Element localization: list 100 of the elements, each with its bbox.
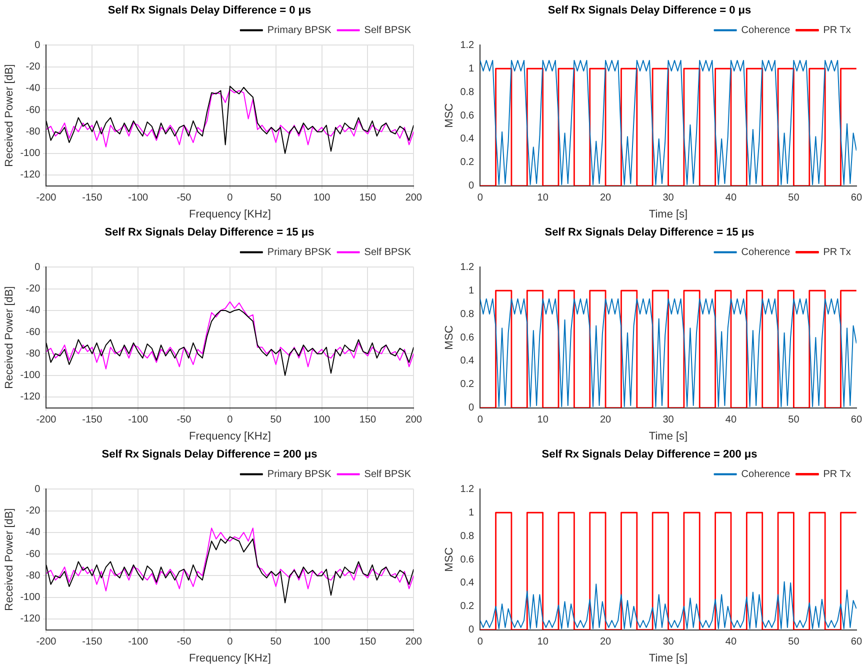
x-tick-label: 50	[270, 192, 282, 204]
y-tick-label: 0	[468, 624, 475, 636]
x-tick-label: 200	[405, 192, 422, 204]
x-axis-title: Frequency [KHz]	[188, 208, 271, 220]
y-tick-label: 0.2	[460, 379, 475, 390]
x-tick-label: 100	[313, 636, 331, 648]
y-tick-label: 1	[468, 63, 475, 74]
chart-title: Self Rx Signals Delay Difference = 15 μs	[104, 226, 314, 239]
x-tick-label: 200	[405, 636, 422, 648]
y-tick-label: -60	[26, 548, 41, 560]
x-tick-label: -200	[36, 414, 57, 426]
y-tick-label: 0.4	[460, 356, 475, 367]
x-tick-label: 50	[788, 636, 800, 648]
x-tick-label: 50	[788, 414, 800, 426]
x-tick-label: 60	[850, 414, 862, 426]
x-axis-title: Time [s]	[648, 430, 688, 442]
y-tick-label: -100	[20, 592, 41, 604]
x-tick-label: 20	[600, 414, 612, 426]
y-tick-label: 0.8	[460, 530, 475, 542]
x-tick-label: 30	[662, 414, 674, 426]
x-tick-label: 150	[359, 192, 377, 204]
y-tick-label: -100	[20, 148, 41, 160]
x-tick-label: 10	[537, 636, 549, 648]
x-tick-label: -50	[176, 636, 192, 648]
y-tick-label: -80	[26, 348, 41, 360]
x-tick-label: 30	[662, 636, 674, 648]
y-tick-label: 0	[34, 484, 41, 495]
x-tick-label: 30	[662, 192, 674, 204]
y-tick-label: 0.8	[460, 308, 475, 320]
x-tick-label: 10	[537, 192, 549, 204]
x-tick-label: 40	[725, 414, 737, 426]
y-tick-label: -20	[26, 506, 41, 517]
x-tick-label: -100	[128, 192, 149, 204]
x-tick-label: 150	[359, 636, 377, 648]
x-axis-title: Time [s]	[648, 652, 688, 664]
x-tick-label: -200	[36, 636, 57, 648]
x-tick-label: -100	[128, 414, 149, 426]
y-tick-label: 1.2	[460, 40, 475, 51]
chart-title: Self Rx Signals Delay Difference = 0 μs	[548, 4, 752, 17]
chart-title: Self Rx Signals Delay Difference = 200 μs	[102, 448, 318, 461]
y-axis-title: MSC	[444, 103, 456, 128]
legend-label: Coherence	[741, 246, 791, 258]
y-tick-label: -60	[26, 326, 41, 338]
x-tick-label: 0	[227, 414, 234, 426]
y-tick-label: 1.2	[460, 262, 475, 273]
y-axis-title: MSC	[444, 325, 456, 350]
y-tick-label: 0	[468, 180, 475, 192]
x-tick-label: -200	[36, 192, 57, 204]
chart-title: Self Rx Signals Delay Difference = 200 μs	[542, 448, 758, 461]
x-tick-label: 40	[725, 192, 737, 204]
x-tick-label: 60	[850, 192, 862, 204]
y-tick-label: 0.4	[460, 134, 475, 145]
chart-title: Self Rx Signals Delay Difference = 0 μs	[108, 4, 312, 17]
legend-label: Self BPSK	[364, 468, 412, 480]
y-tick-label: -20	[26, 62, 41, 73]
x-tick-label: 150	[359, 414, 377, 426]
y-tick-label: -20	[26, 284, 41, 295]
y-axis-title: Received Power [dB]	[4, 508, 16, 611]
x-tick-label: -150	[82, 192, 103, 204]
x-tick-label: 20	[600, 636, 612, 648]
x-tick-label: 0	[477, 192, 484, 204]
y-tick-label: 1	[468, 285, 475, 296]
chart-title: Self Rx Signals Delay Difference = 15 μs	[544, 226, 754, 239]
y-tick-label: -120	[20, 170, 41, 181]
legend-label: PR Tx	[823, 246, 851, 258]
y-tick-label: 0.2	[460, 157, 475, 168]
y-tick-label: 0	[34, 40, 41, 51]
y-tick-label: -120	[20, 392, 41, 403]
y-tick-label: -40	[26, 527, 41, 538]
y-axis-title: Received Power [dB]	[4, 64, 16, 167]
legend-label: Coherence	[741, 468, 791, 480]
legend-label: Primary BPSK	[267, 24, 332, 36]
x-tick-label: 0	[477, 636, 484, 648]
y-tick-label: 0.6	[460, 554, 475, 566]
x-tick-label: -50	[176, 414, 192, 426]
y-tick-label: 0.2	[460, 601, 475, 612]
legend-label: PR Tx	[823, 468, 851, 480]
y-tick-label: 0.4	[460, 578, 475, 589]
y-tick-label: -80	[26, 126, 41, 138]
x-tick-label: 100	[313, 192, 331, 204]
y-tick-label: -100	[20, 370, 41, 382]
x-tick-label: 60	[850, 636, 862, 648]
y-tick-label: 0.6	[460, 110, 475, 122]
y-tick-label: -80	[26, 570, 41, 582]
x-tick-label: -100	[128, 636, 149, 648]
x-tick-label: -50	[176, 192, 192, 204]
x-tick-label: 200	[405, 414, 422, 426]
x-axis-title: Frequency [KHz]	[188, 430, 271, 442]
x-tick-label: 50	[270, 636, 282, 648]
y-tick-label: 0.6	[460, 332, 475, 344]
x-axis-title: Frequency [KHz]	[188, 652, 271, 664]
y-axis-title: MSC	[444, 547, 456, 572]
x-axis-title: Time [s]	[648, 208, 688, 220]
x-tick-label: 100	[313, 414, 331, 426]
x-tick-label: 40	[725, 636, 737, 648]
legend-label: PR Tx	[823, 24, 851, 36]
y-tick-label: -40	[26, 83, 41, 94]
legend-label: Primary BPSK	[267, 246, 332, 258]
y-tick-label: -40	[26, 305, 41, 316]
legend-label: Coherence	[741, 24, 791, 36]
